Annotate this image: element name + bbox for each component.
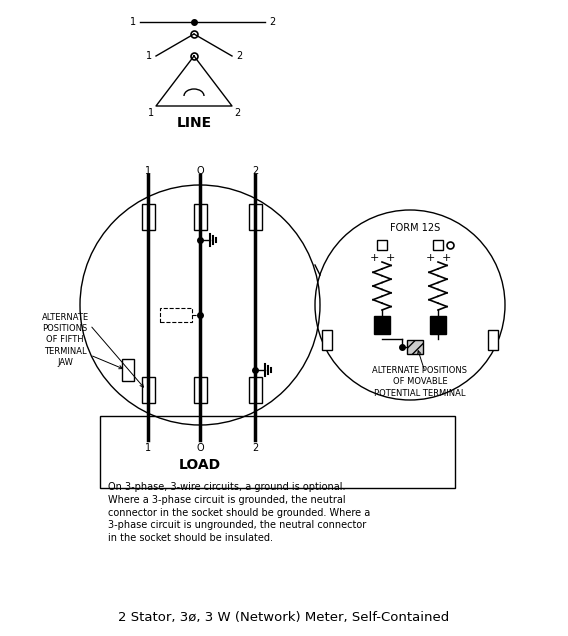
Bar [374, 316, 390, 334]
Bar [141, 377, 154, 403]
Text: ALTERNATE POSITIONS
OF MOVABLE
POTENTIAL TERMINAL: ALTERNATE POSITIONS OF MOVABLE POTENTIAL… [373, 366, 467, 398]
Text: 1: 1 [146, 51, 152, 61]
Bar [488, 330, 498, 350]
Bar [100, 416, 455, 488]
Text: 2: 2 [269, 17, 275, 27]
Text: +: + [425, 253, 435, 263]
Text: 2 Stator, 3ø, 3 W (Network) Meter, Self-Contained: 2 Stator, 3ø, 3 W (Network) Meter, Self-… [118, 611, 450, 625]
Bar [249, 377, 261, 403]
Text: O: O [196, 443, 204, 453]
Bar [194, 377, 207, 403]
Bar [194, 204, 207, 230]
Text: 1: 1 [148, 108, 154, 118]
Text: ALTERNATE
POSITIONS
OF FIFTH
TERMINAL
JAW: ALTERNATE POSITIONS OF FIFTH TERMINAL JA… [41, 314, 89, 367]
Text: 2: 2 [252, 166, 258, 176]
Text: LOAD: LOAD [179, 458, 221, 472]
Text: +: + [441, 253, 450, 263]
Bar [160, 308, 192, 322]
Bar [407, 340, 423, 354]
Text: On 3-phase, 3-wire circuits, a ground is optional.
Where a 3-phase circuit is gr: On 3-phase, 3-wire circuits, a ground is… [108, 482, 370, 543]
Text: 1: 1 [145, 166, 151, 176]
Text: +: + [369, 253, 379, 263]
Text: LINE: LINE [177, 116, 211, 130]
Text: FORM 12S: FORM 12S [390, 223, 440, 233]
Text: O: O [196, 166, 204, 176]
Text: 2: 2 [252, 443, 258, 453]
Bar [122, 359, 134, 381]
Text: 2: 2 [234, 108, 240, 118]
Text: 1: 1 [145, 443, 151, 453]
Text: +: + [385, 253, 395, 263]
Bar [141, 204, 154, 230]
Bar [322, 330, 332, 350]
Bar [433, 240, 443, 250]
Bar [430, 316, 446, 334]
Text: 1: 1 [130, 17, 136, 27]
Bar [377, 240, 387, 250]
Bar [249, 204, 261, 230]
Text: 2: 2 [236, 51, 242, 61]
